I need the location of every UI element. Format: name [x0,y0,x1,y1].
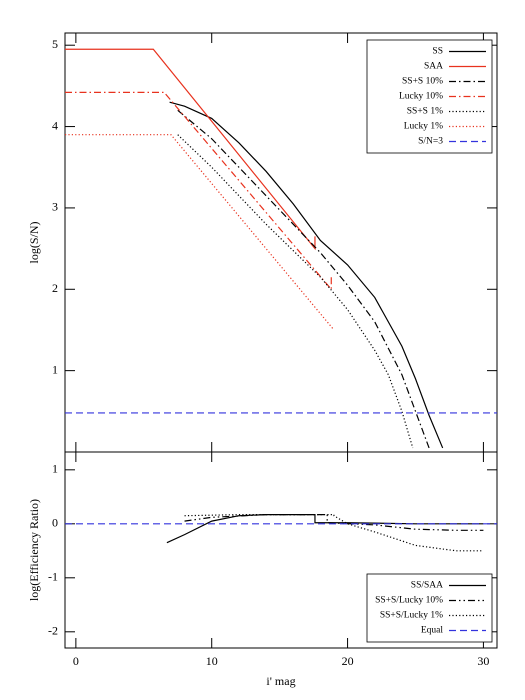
x-tick-label: 20 [342,654,354,668]
x-tick-label: 0 [73,654,79,668]
legend-label: SS+S 1% [407,107,443,117]
legend-label: SS [432,47,443,57]
legend-label: S/N=3 [418,137,443,147]
y-axis-label: log(S/N) [27,221,41,263]
data-line [169,101,444,449]
legend-label: SAA [424,62,443,72]
y-tick-label: 1 [52,462,58,476]
x-tick-label: 30 [477,654,489,668]
x-axis-label: i' mag [266,674,295,688]
legend-label: SS+S/Lucky 10% [375,596,443,606]
plot-frame [64,451,498,649]
legend-label: SS+S/Lucky 1% [380,611,443,621]
data-line [184,514,484,531]
legend: SS SAA SS+S 10% Lucky 10% SS+S 1% Lucky 1% S/N… [366,39,493,154]
y-tick-label: 2 [52,281,58,295]
legend-label: Lucky 10% [399,92,443,102]
data-line [65,48,316,251]
y-tick-label: 3 [52,200,58,214]
y-tick-label: -1 [48,570,58,584]
data-line [166,514,484,544]
data-line [177,109,430,449]
y-tick-label: 0 [52,516,58,530]
y-axis-label: log(Efficiency Ratio) [27,499,41,601]
y-tick-label: 5 [52,37,58,51]
y-tick-label: 1 [52,362,58,376]
legend-box [366,39,493,154]
legend-label: SS/SAA [411,581,443,591]
x-tick-label: 10 [206,654,218,668]
legend-label: Lucky 1% [404,122,443,132]
legend-label: SS+S 10% [402,77,443,87]
legend: SS/SAA SS+S/Lucky 10% SS+S/Lucky 1% Equal [366,573,493,643]
data-line [65,91,332,291]
data-line [177,134,414,449]
y-tick-label: 4 [52,118,58,132]
data-line [65,134,335,331]
legend-label: Equal [421,626,444,636]
data-line [184,514,484,552]
y-tick-label: -2 [48,624,58,638]
